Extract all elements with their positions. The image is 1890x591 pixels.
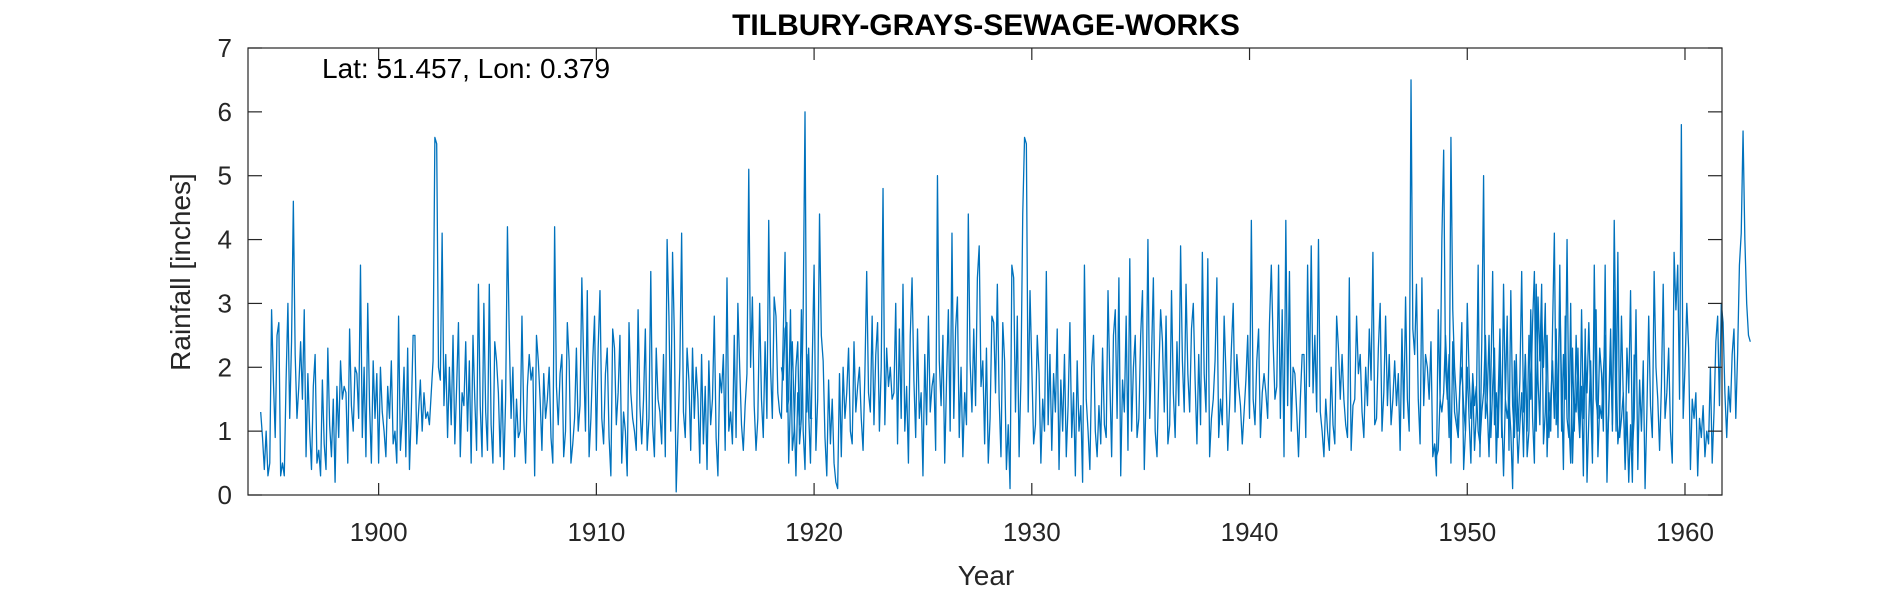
y-tick-label: 2 (218, 352, 232, 382)
y-tick-label: 7 (218, 33, 232, 63)
data-layer (260, 79, 1751, 493)
x-tick-label: 1920 (785, 517, 843, 547)
x-tick-label: 1930 (1003, 517, 1061, 547)
rainfall-series-segment (780, 79, 1635, 490)
y-tick-label: 5 (218, 161, 232, 191)
y-tick-label: 6 (218, 97, 232, 127)
x-tick-label: 1950 (1438, 517, 1496, 547)
rainfall-series-segment (1433, 123, 1751, 490)
y-axis-label: Rainfall [inches] (165, 173, 196, 371)
rainfall-series-segment (260, 111, 813, 493)
y-tick-label: 1 (218, 416, 232, 446)
chart-title: TILBURY-GRAYS-SEWAGE-WORKS (732, 9, 1240, 42)
coordinates-annotation: Lat: 51.457, Lon: 0.379 (322, 53, 610, 84)
x-tick-label: 1960 (1656, 517, 1714, 547)
plot-frame (247, 47, 1723, 496)
x-tick-label: 1910 (567, 517, 625, 547)
x-tick-label: 1940 (1221, 517, 1279, 547)
y-tick-label: 4 (218, 225, 232, 255)
y-tick-label: 3 (218, 288, 232, 318)
y-tick-label: 0 (218, 480, 232, 510)
x-tick-label: 1900 (350, 517, 408, 547)
x-axis-label: Year (958, 560, 1015, 591)
axes-layer: 1900 1910 1920 1930 1940 1950 1960 0 1 2 3 4 5 6 7 (218, 33, 1723, 547)
